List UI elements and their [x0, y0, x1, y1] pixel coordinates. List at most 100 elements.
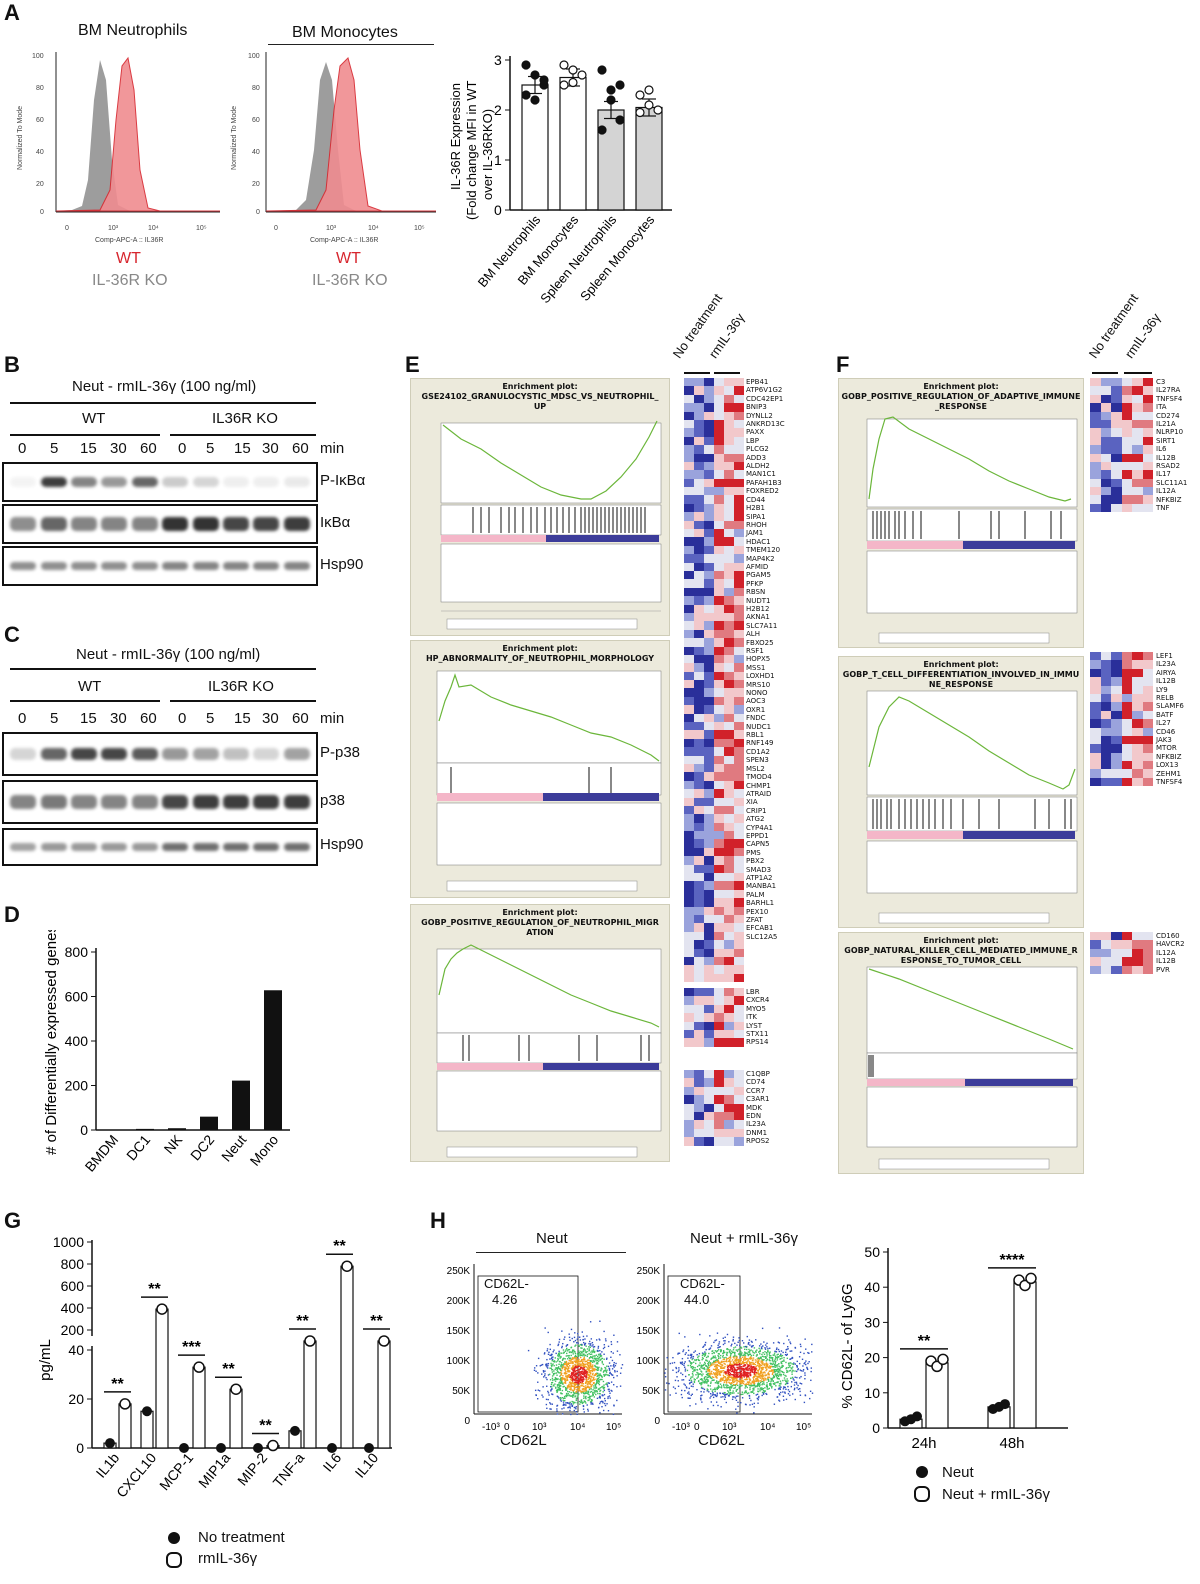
heatmap-cell — [1090, 378, 1101, 387]
heatmap-cell — [694, 1128, 704, 1138]
flow-event — [753, 1368, 755, 1371]
flow-event — [756, 1349, 758, 1351]
flow-event — [773, 1371, 776, 1373]
heatmap-cell — [714, 1103, 724, 1112]
heatmap-cell — [704, 554, 714, 563]
flow-event — [772, 1366, 774, 1368]
flow-event — [565, 1388, 567, 1390]
heatmap-cell — [714, 680, 724, 689]
flow-event — [550, 1383, 553, 1386]
flow-event — [721, 1363, 723, 1366]
flow-event — [606, 1403, 608, 1405]
flow-event — [551, 1369, 553, 1371]
flow-event — [728, 1375, 730, 1378]
flow-event — [724, 1387, 726, 1389]
flow-event — [741, 1391, 744, 1393]
heatmap-cell — [1121, 453, 1132, 462]
flow-event — [609, 1371, 611, 1374]
significance-stars: ** — [222, 1361, 235, 1378]
flow-event — [606, 1357, 608, 1359]
flow-event — [734, 1377, 737, 1380]
flow-event — [741, 1382, 744, 1384]
histogram-title: BM Monocytes — [292, 24, 398, 41]
flow-event — [811, 1392, 814, 1394]
flow-event — [737, 1375, 739, 1378]
heatmap-cell — [724, 814, 734, 823]
flow-event — [571, 1405, 574, 1408]
heatmap-cell — [724, 713, 734, 723]
flow-event — [796, 1387, 798, 1389]
flow-event — [789, 1350, 791, 1352]
heatmap-cell — [704, 621, 714, 630]
flow-event — [596, 1361, 598, 1364]
flow-event — [573, 1336, 576, 1339]
flow-event — [753, 1347, 756, 1349]
flow-event — [578, 1353, 580, 1355]
flow-event — [727, 1348, 729, 1351]
flow-event — [804, 1378, 806, 1380]
heatmap-cell — [684, 738, 694, 748]
flow-event — [681, 1379, 683, 1381]
flow-event — [558, 1388, 561, 1390]
flow-event — [593, 1385, 595, 1387]
heatmap-cell — [1132, 677, 1143, 686]
heatmap-cell — [684, 780, 694, 790]
flow-event — [713, 1368, 716, 1371]
flow-event — [575, 1361, 577, 1364]
y-tick-label: 3 — [494, 52, 502, 68]
flow-event — [604, 1400, 607, 1402]
flow-event — [573, 1401, 575, 1404]
flow-event — [734, 1397, 737, 1399]
heatmap-cell — [1090, 453, 1101, 462]
blot-band — [192, 562, 219, 570]
flow-event — [760, 1368, 763, 1370]
flow-event — [570, 1384, 573, 1387]
flow-event — [591, 1341, 594, 1344]
heatmap-cell — [714, 763, 724, 773]
flow-event — [767, 1367, 770, 1369]
flow-event — [553, 1379, 556, 1381]
heatmap-cell — [714, 696, 724, 706]
flow-event — [591, 1345, 593, 1347]
flow-event — [729, 1372, 732, 1375]
flow-event — [600, 1367, 603, 1369]
blot-band — [70, 795, 97, 809]
blot-band — [253, 477, 280, 487]
flow-event — [599, 1402, 601, 1405]
heatmap-cell — [714, 378, 724, 387]
heatmap-cell — [1132, 693, 1143, 703]
heatmap-cell — [724, 973, 734, 983]
flow-event — [576, 1360, 579, 1362]
flow-event — [585, 1366, 588, 1368]
flow-event — [560, 1380, 563, 1383]
flow-event — [720, 1377, 722, 1379]
enrichment-title: Enrichment plot: GSE24102_GRANULOCYSTIC_… — [421, 382, 659, 411]
flow-event — [762, 1382, 764, 1385]
flow-event — [723, 1362, 725, 1365]
flow-event — [567, 1394, 569, 1397]
flow-event — [561, 1379, 563, 1382]
flow-event — [764, 1347, 766, 1349]
flow-event — [593, 1361, 596, 1363]
flow-event — [768, 1376, 771, 1379]
heatmap-cell — [724, 881, 734, 890]
flow-event — [578, 1360, 580, 1363]
flow-event — [570, 1360, 572, 1363]
bar-treated — [377, 1340, 391, 1449]
flow-event — [588, 1365, 590, 1368]
heatmap-cell — [724, 1038, 734, 1047]
heatmap-cell — [724, 1103, 734, 1112]
flow-event — [730, 1366, 733, 1369]
flow-event — [762, 1367, 764, 1369]
flow-event — [784, 1374, 786, 1377]
flow-event — [778, 1400, 781, 1402]
heatmap-cell — [704, 562, 714, 571]
heatmap-cell — [694, 378, 704, 387]
flow-event — [601, 1360, 603, 1363]
heatmap-cell — [734, 604, 744, 613]
heatmap-cell — [694, 722, 704, 731]
flow-event — [589, 1391, 592, 1393]
flow-event — [576, 1385, 578, 1388]
flow-event — [620, 1367, 623, 1369]
x-tick-label: IL10 — [352, 1449, 382, 1480]
